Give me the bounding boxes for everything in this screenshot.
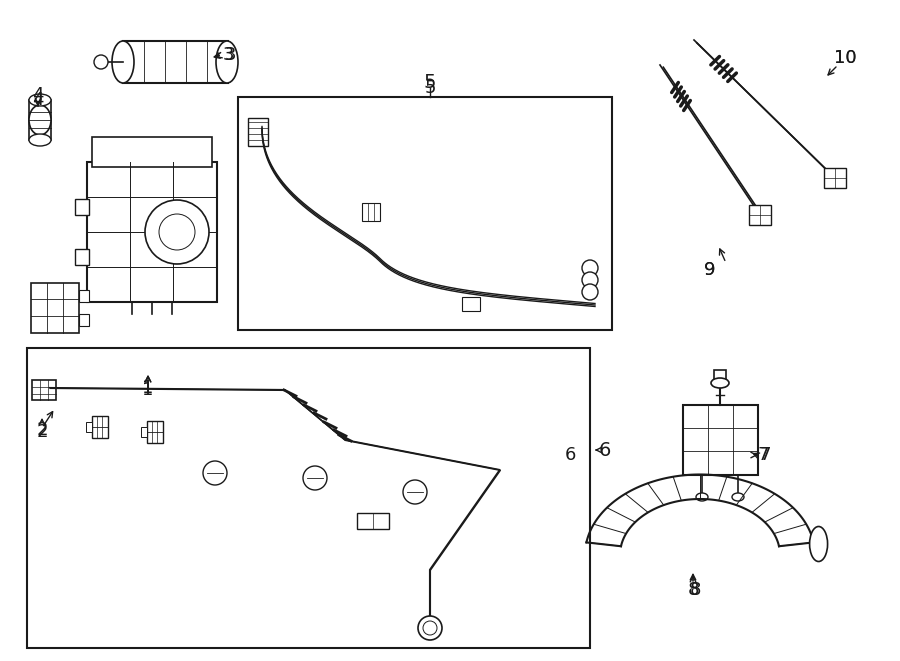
Text: 7: 7 [757,446,769,464]
Bar [362,203,380,221]
Bar [123,41,228,83]
Circle shape [403,480,427,504]
Ellipse shape [711,378,729,388]
Text: 8: 8 [688,581,698,599]
Ellipse shape [696,493,708,501]
Bar [141,427,147,437]
Text: 8: 8 [689,581,701,599]
Bar [86,422,92,432]
Circle shape [159,214,195,250]
Bar [79,314,89,326]
Circle shape [203,461,227,485]
Bar [749,205,771,225]
Text: 4: 4 [32,91,44,109]
Text: 5: 5 [424,79,436,97]
Text: 7: 7 [760,446,770,464]
Bar [238,97,612,330]
Text: 3: 3 [224,46,236,64]
Circle shape [418,616,442,640]
Bar [31,283,79,333]
Bar [79,290,89,302]
Text: 5: 5 [424,73,436,93]
Ellipse shape [216,41,238,83]
Circle shape [582,272,598,288]
Bar [29,100,51,140]
Bar [92,416,108,438]
Text: 3: 3 [222,46,234,64]
Bar [92,137,212,167]
Circle shape [145,200,209,264]
Bar [714,370,726,385]
Circle shape [303,466,327,490]
Text: 2: 2 [36,421,48,439]
Bar [27,348,590,648]
Ellipse shape [29,94,51,106]
Ellipse shape [29,134,51,146]
Bar [75,249,89,265]
Text: 9: 9 [704,261,716,279]
Text: 6: 6 [598,440,611,459]
Ellipse shape [732,493,744,501]
Ellipse shape [810,527,828,561]
Text: 4: 4 [32,86,44,104]
Bar [32,380,56,400]
Text: 1: 1 [142,379,154,397]
Circle shape [94,55,108,69]
Bar [462,297,480,311]
Text: 1: 1 [142,381,154,399]
Text: 6: 6 [564,446,576,464]
Circle shape [582,284,598,300]
Text: 10: 10 [833,49,856,67]
Bar [357,513,389,529]
Text: 2: 2 [36,423,48,441]
Bar [683,405,758,475]
Bar [824,168,846,188]
Text: 9: 9 [704,261,716,279]
Circle shape [423,621,437,635]
Bar [248,118,268,146]
Text: 10: 10 [833,49,856,67]
Bar [75,199,89,215]
Ellipse shape [112,41,134,83]
Bar [147,421,163,443]
Bar [87,162,217,302]
Circle shape [582,260,598,276]
Ellipse shape [29,105,51,135]
